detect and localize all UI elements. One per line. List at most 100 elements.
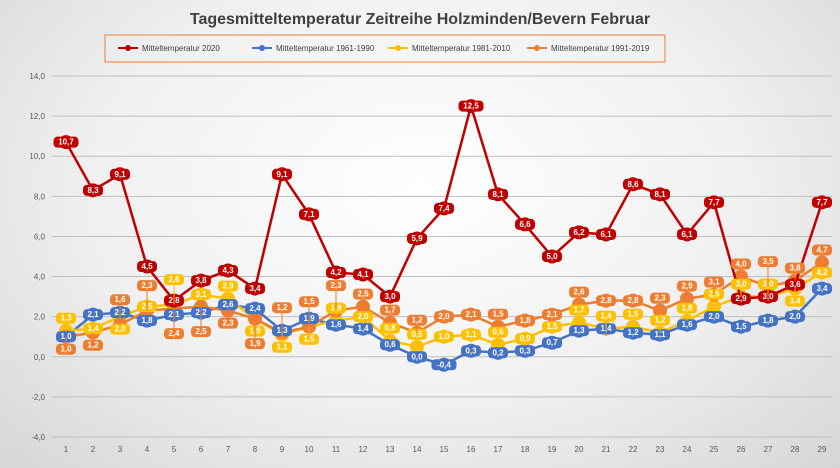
data-label: 1,5: [735, 322, 747, 331]
data-label: 2,3: [330, 281, 342, 290]
data-label-background: [650, 292, 670, 304]
data-label-background: [812, 267, 832, 279]
x-tick-label: 27: [764, 445, 773, 454]
data-label: 2,8: [627, 296, 639, 305]
data-label: 9,1: [276, 170, 288, 179]
data-label: 3,4: [249, 284, 261, 293]
x-tick-label: 15: [440, 445, 449, 454]
data-label-background: [812, 244, 832, 256]
data-label-background: [83, 184, 103, 196]
data-label: 1,9: [249, 339, 261, 348]
data-labels-series-2: 1,3 1,4 2,0 2,5 2,6 3,1 2,9 1,9 1,1 1,5 1,8 2,0 0,8 0…: [56, 267, 832, 353]
x-tick-label: 10: [305, 445, 314, 454]
data-label-background: [434, 311, 454, 323]
data-label-background: [515, 218, 535, 230]
data-label-background: [731, 258, 751, 270]
data-label: 6,2: [573, 228, 585, 237]
data-label-background: [569, 286, 589, 298]
data-label: 8,6: [627, 180, 639, 189]
data-label: 1,2: [654, 316, 666, 325]
data-label-background: [515, 345, 535, 357]
data-label: 1,3: [573, 326, 585, 335]
data-label-background: [704, 311, 724, 323]
data-label: 5,0: [546, 252, 558, 261]
data-label-background: [677, 302, 697, 314]
y-tick-label: 0,0: [34, 353, 46, 362]
data-label-background: [245, 283, 265, 295]
data-label: 7,4: [438, 204, 450, 213]
x-tick-label: 7: [226, 445, 231, 454]
data-label-background: [299, 296, 319, 308]
data-label: 4,7: [816, 246, 828, 255]
x-tick-label: 14: [413, 445, 422, 454]
data-label: 2,1: [87, 310, 99, 319]
data-label-background: [461, 345, 481, 357]
legend: Mitteltemperatur 2020 Mitteltemperatur 19…: [118, 44, 650, 53]
legend-label: Mitteltemperatur 1991-2019: [551, 44, 650, 53]
data-label: 1,3: [60, 314, 72, 323]
y-tick-label: -2,0: [31, 393, 45, 402]
data-label: 1,6: [330, 320, 342, 329]
data-label: 1,5: [546, 322, 558, 331]
x-tick-label: 29: [818, 445, 827, 454]
data-label-background: [623, 308, 643, 320]
data-label: 2,5: [195, 327, 207, 336]
data-label-background: [650, 188, 670, 200]
data-label: 2,1: [546, 310, 558, 319]
data-label: 3,4: [816, 284, 828, 293]
data-label: 2,6: [222, 300, 234, 309]
x-tick-label: 24: [683, 445, 692, 454]
data-label-background: [623, 295, 643, 307]
data-label: 0,6: [492, 328, 504, 337]
data-label-background: [458, 100, 484, 112]
data-label-background: [326, 267, 346, 279]
data-label-background: [785, 295, 805, 307]
data-label-background: [326, 280, 346, 292]
data-label-background: [83, 323, 103, 335]
data-label: 5,9: [411, 234, 423, 243]
data-label-background: [353, 323, 373, 335]
data-label: 2,3: [654, 294, 666, 303]
data-label: 8,1: [492, 190, 504, 199]
data-label-background: [569, 226, 589, 238]
x-tick-label: 13: [386, 445, 395, 454]
data-label-background: [677, 228, 697, 240]
data-label: 1,5: [303, 297, 315, 306]
data-label: 4,2: [816, 268, 828, 277]
data-label: 0,2: [492, 348, 504, 357]
data-label-background: [704, 276, 724, 288]
data-label: 1,4: [357, 324, 369, 333]
grid: -4,0-2,00,02,04,06,08,010,012,014,01 2 3 4 5…: [29, 72, 832, 454]
legend-label: Mitteltemperatur 1961-1990: [276, 44, 375, 53]
data-label-background: [542, 337, 562, 349]
data-label-background: [245, 303, 265, 315]
legend-marker: [125, 45, 131, 51]
data-label: 3,1: [708, 278, 720, 287]
x-tick-label: 26: [737, 445, 746, 454]
data-label-background: [515, 333, 535, 345]
data-label: 1,5: [303, 335, 315, 344]
data-label: 1,0: [438, 332, 450, 341]
data-label-background: [83, 309, 103, 321]
data-label-background: [83, 339, 103, 351]
data-label-background: [731, 293, 751, 305]
data-label: 3,0: [384, 292, 396, 301]
data-label: 4,5: [141, 262, 153, 271]
data-label-background: [569, 325, 589, 337]
data-label: 1,5: [492, 310, 504, 319]
data-label-background: [110, 294, 130, 306]
data-label: 2,8: [600, 296, 612, 305]
data-label-background: [623, 178, 643, 190]
data-label-background: [380, 291, 400, 303]
data-label-background: [704, 196, 724, 208]
data-label: 7,7: [708, 198, 720, 207]
data-label: 3,5: [762, 257, 774, 266]
data-label: 2,0: [114, 325, 126, 334]
data-label: 0,5: [411, 330, 423, 339]
data-label-background: [731, 321, 751, 333]
legend-label: Mitteltemperatur 2020: [142, 44, 220, 53]
x-tick-label: 5: [172, 445, 177, 454]
data-label-background: [110, 323, 130, 335]
data-label: 3,0: [735, 280, 747, 289]
data-label-background: [137, 280, 157, 292]
